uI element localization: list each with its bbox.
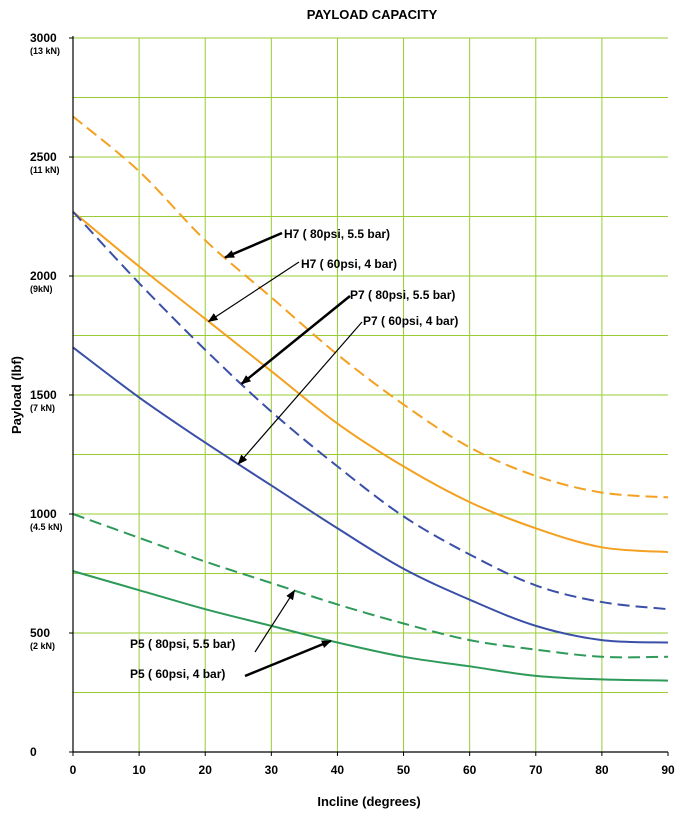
x-tick-label: 20 <box>199 763 213 777</box>
annotation-arrow <box>240 295 351 385</box>
y-tick-label: 2500 <box>30 150 57 164</box>
x-tick-label: 60 <box>463 763 477 777</box>
y-axis-title: Payload (lbf) <box>9 356 24 434</box>
y-tick-label: 0 <box>30 745 37 759</box>
annotation-label: P5 ( 60psi, 4 bar) <box>130 667 225 681</box>
y-tick-labels: 0 500(2 kN) 1000(4.5 kN) 1500(7 kN) 2000(9kN… <box>30 31 63 759</box>
x-tick-label: 80 <box>595 763 609 777</box>
y-tick-sublabel: (13 kN) <box>30 46 60 56</box>
x-tick-label: 90 <box>661 763 675 777</box>
y-tick-label: 1500 <box>30 388 57 402</box>
grid <box>73 37 668 752</box>
chart-title: PAYLOAD CAPACITY <box>307 7 438 22</box>
y-tick-label: 3000 <box>30 31 57 45</box>
annotation-label: P5 ( 80psi, 5.5 bar) <box>130 637 235 651</box>
series-line <box>72 346 669 644</box>
y-tick-sublabel: (7 kN) <box>30 403 55 413</box>
series-line <box>72 115 669 499</box>
annotation-arrow <box>224 231 283 259</box>
y-tick-sublabel: (9kN) <box>30 284 53 294</box>
x-tick-label: 70 <box>529 763 543 777</box>
x-tick-label: 30 <box>265 763 279 777</box>
series-line <box>72 570 669 682</box>
axes <box>69 36 669 756</box>
y-tick-sublabel: (11 kN) <box>30 165 60 175</box>
y-tick-label: 500 <box>30 626 50 640</box>
annotation-arrow <box>237 321 363 465</box>
annotation-arrow <box>207 261 300 323</box>
y-tick-label: 1000 <box>30 507 57 521</box>
annotation-label: P7 ( 80psi, 5.5 bar) <box>350 288 455 302</box>
y-tick-sublabel: (2 kN) <box>30 641 55 651</box>
x-tick-labels: 0 10 20 30 40 50 60 70 80 90 <box>70 763 675 777</box>
annotation-arrow <box>244 639 332 678</box>
x-tick-label: 50 <box>397 763 411 777</box>
x-axis-title: Incline (degrees) <box>317 794 420 809</box>
annotation-arrow <box>254 589 296 653</box>
annotations: H7 ( 80psi, 5.5 bar) H7 ( 60psi, 4 bar) P7… <box>130 227 458 681</box>
annotation-label: P7 ( 60psi, 4 bar) <box>363 314 458 328</box>
x-tick-label: 10 <box>132 763 146 777</box>
series-line <box>72 513 669 659</box>
y-tick-sublabel: (4.5 kN) <box>30 522 63 532</box>
annotation-label: H7 ( 80psi, 5.5 bar) <box>284 227 390 241</box>
y-tick-label: 2000 <box>30 269 57 283</box>
series-line <box>72 210 669 554</box>
x-tick-label: 0 <box>70 763 77 777</box>
series-group <box>72 115 669 682</box>
annotation-label: H7 ( 60psi, 4 bar) <box>301 257 397 271</box>
x-tick-label: 40 <box>331 763 345 777</box>
